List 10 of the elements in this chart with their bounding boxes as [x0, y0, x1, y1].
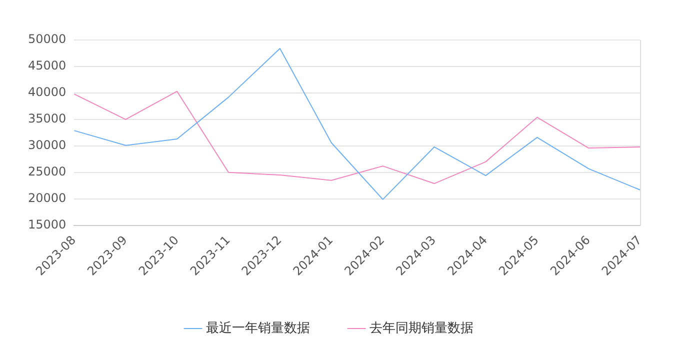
y-tick-label: 25000 [28, 164, 66, 179]
y-tick-label: 45000 [28, 58, 66, 73]
y-tick-label: 50000 [28, 32, 66, 46]
y-tick-label: 30000 [28, 138, 66, 152]
y-tick-label: 15000 [28, 217, 66, 232]
y-tick-label: 35000 [28, 112, 66, 126]
y-tick-label: 20000 [28, 191, 66, 206]
legend-label: 去年同期销量数据 [370, 320, 474, 336]
legend-label: 最近一年销量数据 [206, 320, 310, 336]
y-tick-label: 40000 [28, 85, 66, 100]
